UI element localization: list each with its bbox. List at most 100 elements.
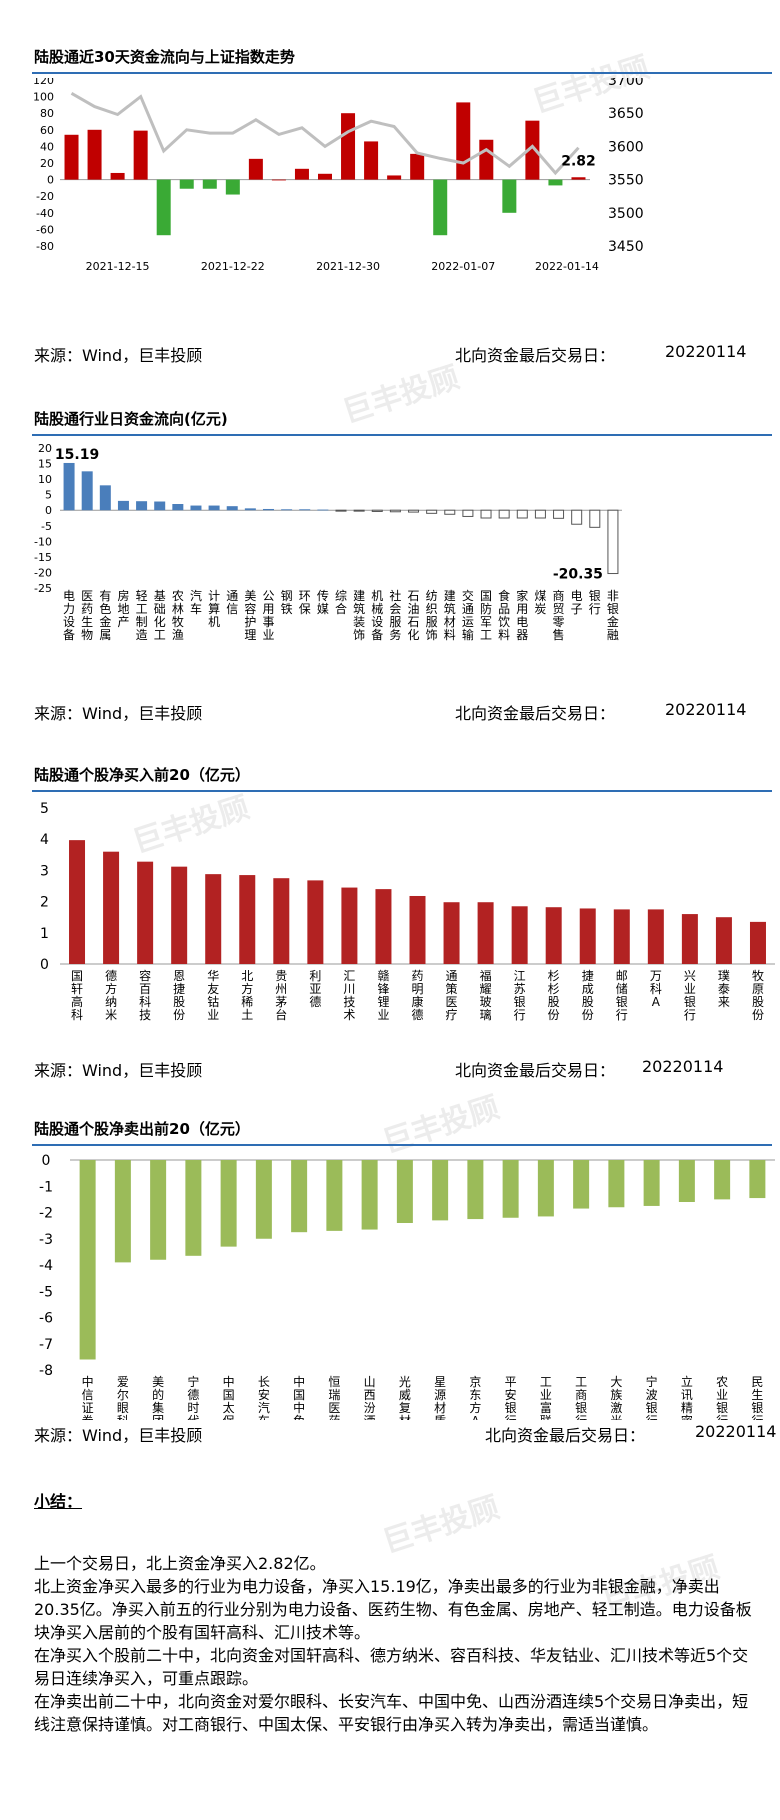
category-label: 银行 <box>589 589 601 616</box>
stock-label: 万科 A <box>650 969 662 1009</box>
chart3-source: 来源：Wind，巨丰投顾 <box>34 1061 203 1080</box>
net-sell-bar <box>185 1160 202 1256</box>
stock-label: 长安汽车 <box>258 1375 270 1420</box>
chart4-title: 陆股通个股净卖出前20（亿元） <box>34 1120 250 1138</box>
chart1-rule <box>32 72 772 74</box>
summary-body: 上一个交易日，北上资金净买入2.82亿。 北上资金净买入最多的行业为电力设备，净… <box>34 1552 764 1736</box>
industry-bar <box>589 509 601 528</box>
stock-label: 宁波银行 <box>646 1374 658 1420</box>
stock-label: 兴业银行 <box>684 969 696 1022</box>
industry-bar <box>208 505 220 511</box>
net-buy-bar <box>647 909 664 964</box>
flow-bar <box>571 177 586 180</box>
category-label: 社会服务 <box>389 588 401 642</box>
industry-bar <box>480 509 492 519</box>
chart2-industry-flow: 20 15 10 5 0 -5 -10 -15 -20 -25 电力设备医药生物有色金属房地产轻工制… <box>34 442 622 642</box>
chart2-source: 来源：Wind，巨丰投顾 <box>34 704 203 723</box>
net-sell-bar <box>573 1160 590 1209</box>
category-label: 综合 <box>335 589 347 616</box>
stock-label: 容百科技 <box>139 968 151 1022</box>
stock-label: 德方纳米 <box>105 968 117 1022</box>
chart2-title: 陆股通行业日资金流向(亿元) <box>34 410 228 428</box>
industry-bar <box>317 509 329 511</box>
x-tick-label: 2022-01-14 <box>535 260 599 273</box>
net-sell-bar <box>326 1160 343 1231</box>
chart1-source: 来源：Wind，巨丰投顾 <box>34 346 203 365</box>
net-buy-bar <box>239 875 256 964</box>
y-tick-label: -20 <box>34 566 52 579</box>
industry-bar <box>408 509 420 513</box>
category-label: 农林牧渔 <box>172 589 184 642</box>
category-label: 石油石化 <box>408 589 420 642</box>
stock-label: 光威复材 <box>399 1375 411 1420</box>
stock-label: 爱尔眼科 <box>117 1375 129 1420</box>
stock-label: 京东方A <box>469 1375 481 1420</box>
net-buy-bar <box>171 866 188 964</box>
y2-tick-label: 3550 <box>608 173 644 189</box>
industry-bar <box>81 471 93 511</box>
x-tick-label: 2021-12-15 <box>86 260 150 273</box>
net-sell-bar <box>150 1160 167 1260</box>
stock-label: 赣锋锂业 <box>377 969 389 1022</box>
industry-bar <box>136 501 148 511</box>
index-line <box>70 92 580 176</box>
industry-bar <box>335 509 347 512</box>
chart1-title: 陆股通近30天资金流向与上证指数走势 <box>34 48 295 66</box>
stock-label: 北方稀土 <box>241 969 253 1022</box>
net-buy-bar <box>69 840 86 964</box>
net-buy-bar <box>443 902 460 964</box>
y-tick-label: -6 <box>39 1311 53 1327</box>
stock-label: 汇川技术 <box>343 969 355 1022</box>
industry-bar <box>516 509 528 519</box>
y2-tick-label: 3600 <box>608 139 644 155</box>
net-buy-bar <box>681 914 698 964</box>
industry-bar <box>262 508 274 511</box>
stock-label: 药明康德 <box>411 969 423 1022</box>
y-tick-label: 15 <box>38 458 52 471</box>
category-label: 家用电器 <box>516 588 528 642</box>
category-label: 商贸零售 <box>553 588 565 642</box>
category-label: 计算机 <box>208 589 220 629</box>
net-sell-bar <box>608 1160 625 1208</box>
category-label: 国防军工 <box>480 589 492 642</box>
y-tick-label: -25 <box>34 582 52 595</box>
stock-label: 福耀玻璃 <box>480 968 492 1022</box>
net-buy-bar <box>307 880 324 964</box>
stock-label: 中国中免 <box>293 1374 305 1420</box>
industry-bar <box>534 509 546 519</box>
summary-paragraph: 在净买入个股前二十中，北向资金对国轩高科、德方纳米、容百科技、华友钴业、汇川技术… <box>34 1646 749 1688</box>
flow-bar <box>179 179 194 189</box>
chart4-rule <box>32 1144 772 1146</box>
stock-label: 工业富联 <box>540 1375 552 1420</box>
y-tick-label: -8 <box>39 1363 53 1379</box>
flow-bar <box>156 179 171 236</box>
net-sell-bar <box>361 1160 378 1230</box>
stock-label: 华友钴业 <box>207 969 219 1022</box>
y-tick-label: -10 <box>34 535 52 548</box>
summary-paragraph: 在净卖出前二十中，北向资金对爱尔眼科、长安汽车、中国中免、山西汾酒连续5个交易日… <box>34 1692 749 1734</box>
category-label: 有色金属 <box>99 589 111 642</box>
stock-label: 宁德时代 <box>187 1374 199 1420</box>
last-trade-label: 北向资金最后交易日： <box>455 346 616 365</box>
net-sell-bar <box>255 1160 272 1239</box>
stock-label: 捷成股份 <box>582 969 594 1022</box>
category-label: 建筑装饰 <box>353 589 365 642</box>
flow-bar <box>64 134 79 180</box>
flow-bar <box>318 173 332 180</box>
stock-label: 贵州茅台 <box>275 969 287 1022</box>
summary-title: 小结： <box>34 1492 83 1511</box>
stock-label: 中信证券 <box>82 1374 94 1420</box>
net-sell-bar <box>114 1160 131 1263</box>
y-tick-label: -1 <box>39 1179 53 1195</box>
stock-label: 国轩高科 <box>71 969 83 1022</box>
y2-tick-label: 3650 <box>608 106 644 122</box>
net-sell-bar <box>502 1160 519 1218</box>
net-sell-bar <box>537 1160 554 1217</box>
chart4-last-trade: 北向资金最后交易日： 20220114 <box>485 1422 776 1446</box>
industry-bar <box>172 504 184 511</box>
y-tick-label: 0 <box>45 504 52 517</box>
flow-bar <box>202 179 217 189</box>
y-tick-label: -60 <box>36 223 54 236</box>
industry-bar <box>154 501 166 511</box>
flow-bar <box>548 179 563 186</box>
